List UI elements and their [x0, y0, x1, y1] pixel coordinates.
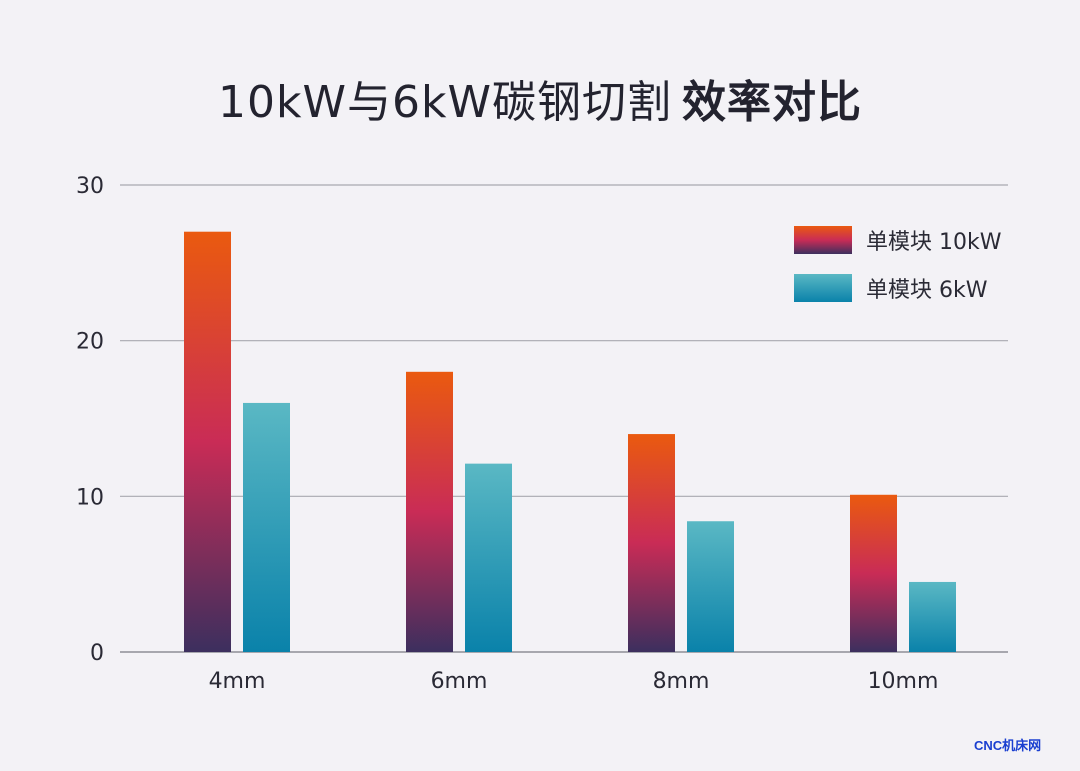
title-regular: 10kW与6kW碳钢切割: [218, 77, 672, 128]
legend-item-10kw: 单模块 10kW: [794, 224, 1001, 256]
title-bold: 效率对比: [681, 77, 862, 128]
legend-label-6kw: 单模块 6kW: [866, 278, 988, 303]
y-tick-label: 30: [76, 174, 104, 199]
watermark: CNC机床网: [974, 738, 1042, 753]
bar-10kw-4mm: [184, 231, 231, 652]
bar-6kw-6mm: [465, 463, 512, 652]
y-tick-label: 10: [76, 485, 104, 510]
bar-6kw-10mm: [909, 581, 956, 652]
legend: 单模块 10kW 单模块 6kW: [794, 224, 1001, 320]
x-tick-label: 10mm: [868, 669, 939, 694]
x-tick-label: 4mm: [209, 669, 266, 694]
bars: [184, 231, 956, 652]
bar-6kw-4mm: [243, 402, 290, 652]
legend-swatch-6kw: [794, 274, 852, 302]
legend-swatch-10kw: [794, 226, 852, 254]
legend-item-6kw: 单模块 6kW: [794, 272, 1001, 304]
bar-10kw-8mm: [628, 434, 675, 652]
chart-title: 10kW与6kW碳钢切割 效率对比: [0, 66, 1080, 130]
bar-6kw-8mm: [687, 521, 734, 652]
y-tick-label: 20: [76, 330, 104, 355]
bar-10kw-6mm: [406, 371, 453, 652]
y-tick-label: 0: [90, 641, 104, 666]
x-tick-label: 8mm: [653, 669, 710, 694]
bar-10kw-10mm: [850, 494, 897, 652]
axis-labels: 0 10 20 30 4mm 6mm 8mm 10mm: [76, 174, 938, 694]
legend-label-10kw: 单模块 10kW: [866, 230, 1002, 255]
x-tick-label: 6mm: [431, 669, 488, 694]
